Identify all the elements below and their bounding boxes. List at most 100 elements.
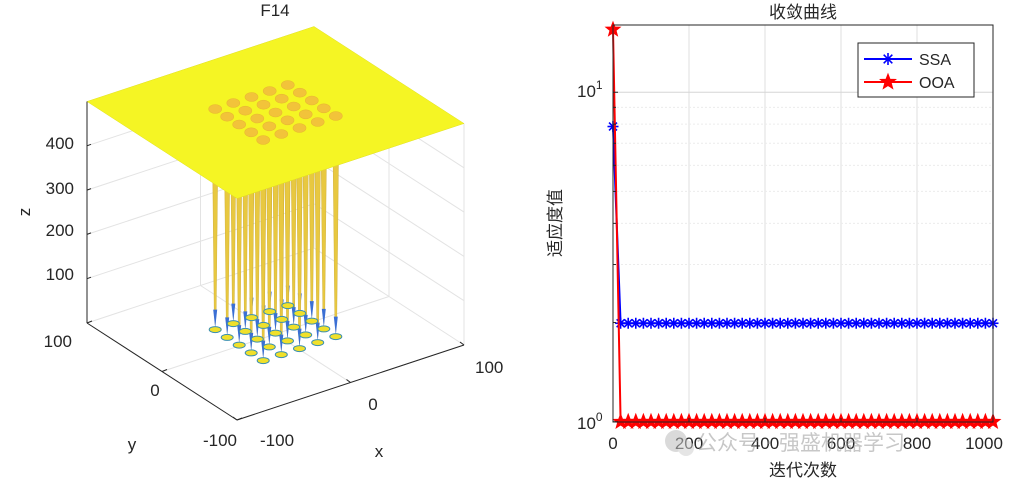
well-tip — [231, 303, 236, 322]
x-tick-label: 100 — [475, 358, 503, 377]
legend-box — [857, 42, 975, 98]
data-point-ssa — [706, 317, 718, 329]
marker-stroke — [684, 318, 694, 328]
well-bottom — [262, 343, 276, 351]
marker-stroke — [980, 318, 990, 328]
marker-stroke — [882, 318, 892, 328]
marker-stroke — [638, 318, 648, 328]
marker-stroke — [661, 318, 671, 328]
watermark: 公众号 · 强盛机器学习 — [665, 430, 905, 456]
marker-stroke — [707, 318, 717, 328]
plateau-dimple — [298, 109, 313, 120]
convergence-title: 收敛曲线 — [769, 3, 837, 23]
well-tip — [225, 317, 230, 336]
x-axis-label: x — [375, 442, 384, 461]
series-ssa — [607, 121, 999, 329]
tick-marks — [612, 91, 994, 423]
x-axis-label: 迭代次数 — [769, 461, 837, 481]
marker-stroke — [676, 318, 686, 328]
legend-label-ssa: SSA — [919, 52, 951, 69]
z-tick-mark — [86, 276, 92, 280]
well-bottom — [281, 302, 295, 310]
marker-stroke — [699, 318, 709, 328]
y-tick-label: 0 — [150, 381, 159, 400]
marker-stroke — [692, 318, 702, 328]
marker-stroke — [806, 318, 816, 328]
z-tick-label: 200 — [46, 221, 74, 240]
y-tick-label: 100 — [577, 410, 603, 433]
data-point-ssa — [896, 317, 908, 329]
watermark-text: 公众号 · 强盛机器学习 — [696, 431, 905, 455]
well-tip — [297, 328, 302, 347]
well-bottom — [250, 335, 264, 343]
well-bottom — [287, 323, 301, 331]
marker-stroke — [904, 318, 914, 328]
plateau-dimple — [256, 99, 271, 110]
marker-stroke — [950, 318, 960, 328]
plateau-dimple — [310, 117, 325, 127]
well-bottom — [256, 357, 270, 365]
x-tick-label: -100 — [260, 431, 294, 450]
data-point-ssa — [941, 317, 953, 329]
marker-stroke — [866, 318, 876, 328]
marker-stroke — [737, 318, 747, 328]
legend-marker-glyph — [879, 72, 897, 90]
plateau-dimple — [226, 98, 241, 108]
plateau-dimple — [292, 87, 307, 98]
plateau-dimple — [244, 127, 258, 138]
well-tip — [243, 311, 248, 330]
marker-stroke — [646, 318, 656, 328]
data-point-ssa — [767, 317, 779, 329]
plateau-dimple — [220, 111, 234, 122]
marker-stroke — [752, 318, 762, 328]
well-bottom — [232, 341, 246, 349]
plateau-dimple — [274, 129, 289, 139]
well-tip — [333, 316, 338, 335]
well-bottom — [293, 309, 307, 317]
marker-stroke — [654, 318, 664, 328]
marker-stroke — [828, 318, 838, 328]
marker-stroke — [897, 318, 907, 328]
data-point-ssa — [721, 317, 733, 329]
well-bottom — [238, 327, 252, 335]
plateau-dimple — [238, 105, 253, 116]
marker-stroke — [851, 318, 861, 328]
plateau-dimple — [268, 107, 283, 118]
well-bottom — [245, 314, 258, 322]
x-tick-mark — [346, 379, 351, 383]
marker-stroke — [730, 318, 740, 328]
data-point-ssa — [698, 317, 710, 329]
y-axis-label: y — [128, 435, 137, 454]
y-tick-label: 101 — [577, 78, 603, 101]
legend: SSA OOA — [857, 42, 975, 98]
marker-stroke — [821, 318, 831, 328]
well-tip — [279, 334, 284, 353]
marker-stroke — [927, 318, 937, 328]
well-tip — [213, 309, 218, 328]
marker-stroke — [798, 318, 808, 328]
data-point-ssa — [729, 317, 741, 329]
surface-title: F14 — [260, 1, 289, 20]
z-tick-label: 300 — [46, 179, 74, 198]
marker-stroke — [912, 318, 922, 328]
well-tip — [321, 308, 326, 327]
well-tip — [255, 319, 260, 338]
marker-stroke — [935, 318, 945, 328]
marker-stroke — [813, 318, 823, 328]
well-bottom — [281, 337, 294, 345]
marker-stroke — [958, 318, 968, 328]
x-tick-mark — [232, 416, 238, 421]
marker-stroke — [973, 318, 983, 328]
floor-grid-line — [313, 247, 465, 346]
marker-stroke — [965, 318, 975, 328]
marker-stroke — [768, 318, 778, 328]
marker-stroke — [722, 318, 732, 328]
x-tick-label: 600 — [827, 434, 855, 453]
plateau-dimple — [262, 86, 277, 96]
marker-stroke — [883, 54, 893, 64]
z-tick-mark — [86, 232, 92, 235]
data-point-ssa — [759, 317, 771, 329]
marker-stroke — [631, 318, 641, 328]
marker-stroke — [836, 318, 846, 328]
